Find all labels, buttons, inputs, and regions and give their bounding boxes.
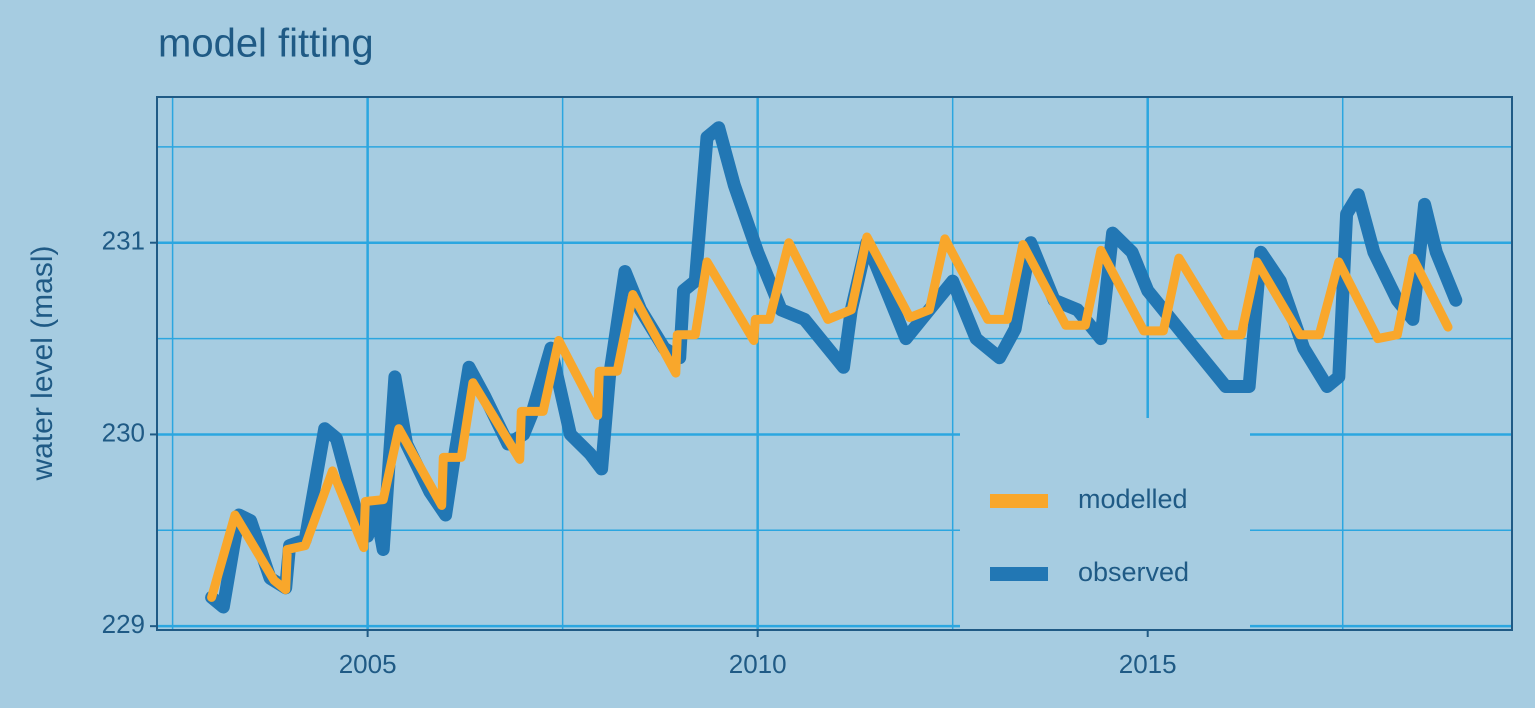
legend-box xyxy=(960,418,1250,629)
y-axis-label: water level (masl) xyxy=(26,245,59,481)
legend-label: observed xyxy=(1078,557,1189,587)
x-tick-label: 2015 xyxy=(1119,649,1177,679)
x-tick-label: 2005 xyxy=(339,649,397,679)
y-tick-label: 229 xyxy=(102,609,145,639)
series-line xyxy=(205,121,1463,614)
y-tick-label: 231 xyxy=(102,226,145,256)
y-tick-label: 230 xyxy=(102,417,145,447)
series-line xyxy=(207,232,1453,602)
plot-border xyxy=(156,96,1513,631)
x-tick-label: 2010 xyxy=(729,649,787,679)
legend-label: modelled xyxy=(1078,484,1188,514)
chart-title: model fitting xyxy=(158,22,374,66)
